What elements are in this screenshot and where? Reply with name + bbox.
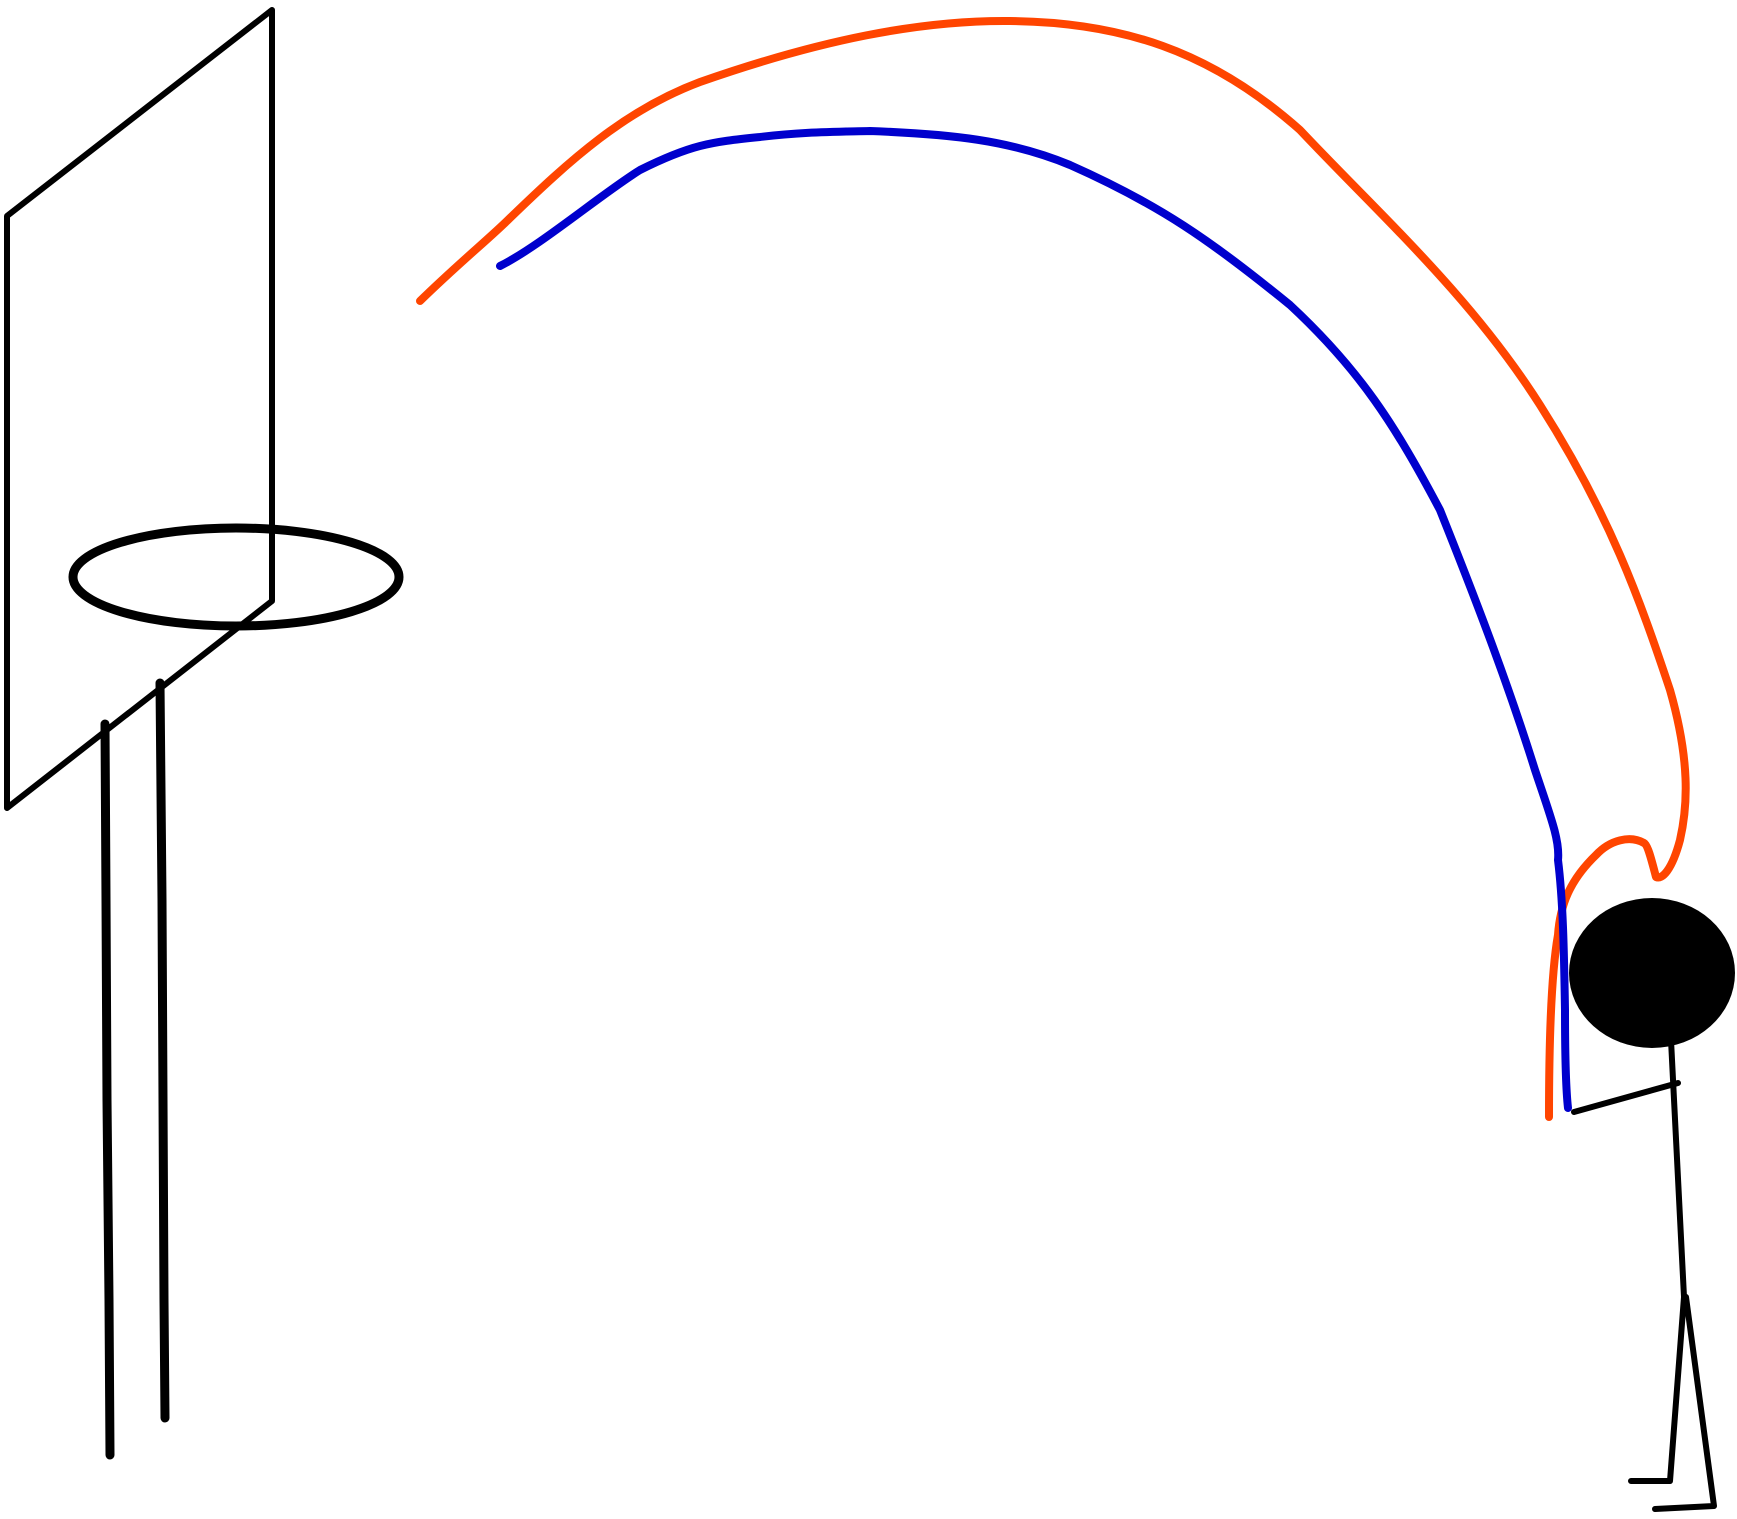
trajectories bbox=[416, 16, 1690, 1121]
shooter-torso bbox=[1668, 1037, 1687, 1300]
blue-trajectory bbox=[496, 127, 1572, 1112]
shooter-figure bbox=[1569, 898, 1735, 1512]
pole-right-line bbox=[155, 678, 170, 1423]
shooter-head bbox=[1569, 898, 1735, 1048]
backboard bbox=[4, 7, 275, 811]
rim bbox=[68, 523, 404, 631]
shooter-left-leg bbox=[1628, 1294, 1687, 1484]
pole-left-line bbox=[100, 719, 115, 1460]
shooter-right-leg bbox=[1652, 1294, 1717, 1512]
basketball-hoop bbox=[4, 7, 404, 1460]
hoop-pole bbox=[100, 678, 170, 1460]
orange-trajectory bbox=[416, 16, 1690, 1121]
shooter-arm bbox=[1571, 1080, 1681, 1115]
